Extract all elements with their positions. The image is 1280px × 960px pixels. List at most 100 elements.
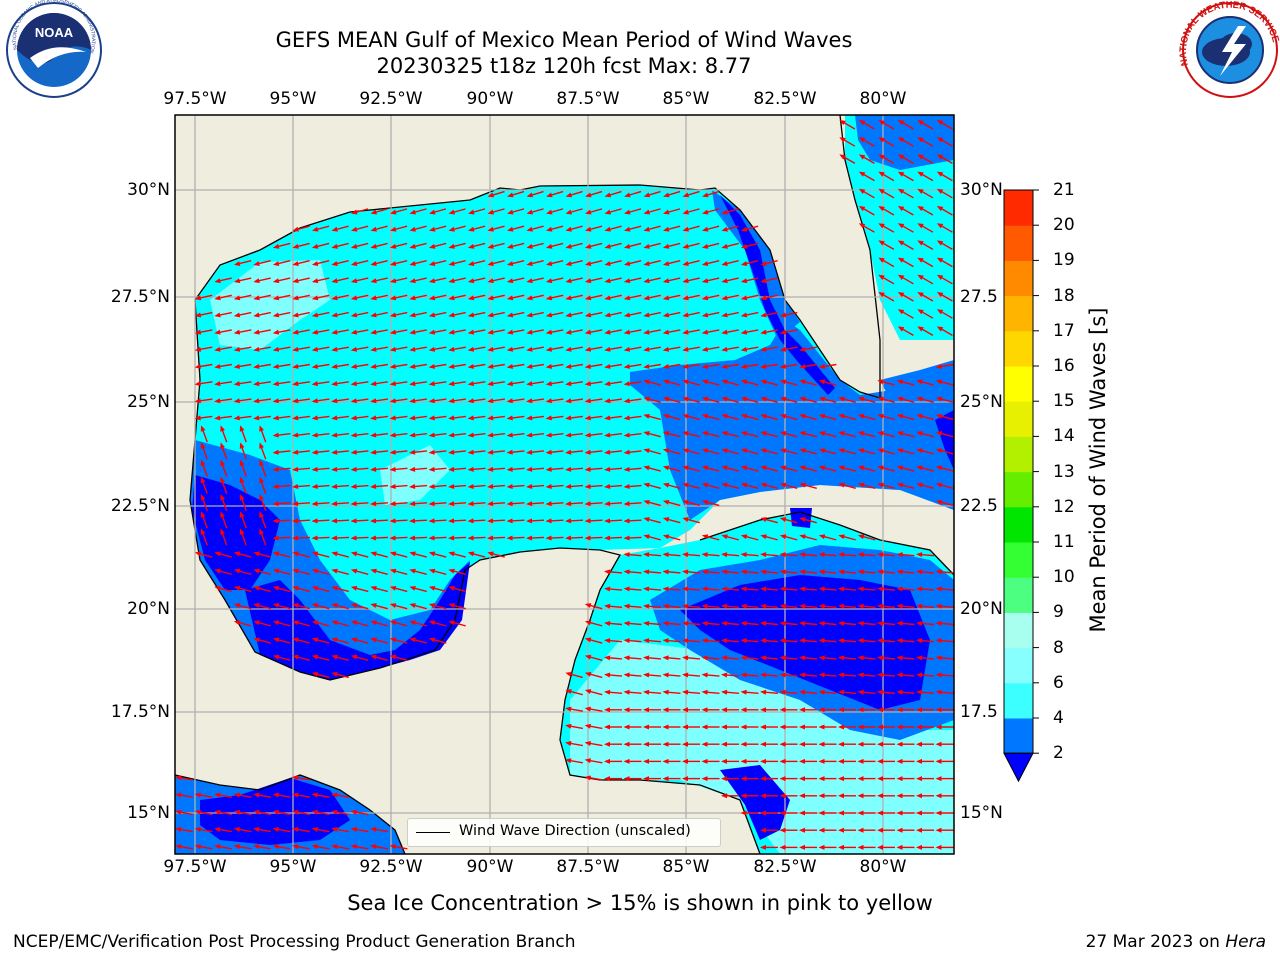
wave-arrow-head	[917, 274, 924, 280]
wave-arrow-head	[623, 501, 630, 507]
wave-arrow-head	[721, 346, 728, 352]
wave-arrow-head	[506, 398, 513, 404]
wave-arrow-head	[409, 449, 416, 455]
wave-arrow-head	[565, 501, 572, 507]
wave-arrow-head	[239, 442, 245, 449]
colorbar-segment	[1004, 260, 1033, 297]
wave-arrow-head	[428, 620, 436, 626]
wave-arrow-head	[917, 206, 924, 212]
wave-arrow-head	[779, 810, 786, 816]
wave-arrow-head	[857, 689, 864, 695]
wave-arrow-head	[253, 346, 260, 352]
wave-arrow-head	[389, 585, 397, 591]
wave-arrow-head	[760, 689, 767, 695]
wave-arrow-head	[935, 758, 942, 764]
wave-arrow-head	[935, 707, 942, 713]
wave-arrow-head	[799, 758, 805, 764]
wave-arrow-head	[370, 484, 377, 490]
wave-arrow-head	[917, 292, 924, 298]
wave-arrow-head	[253, 329, 260, 335]
wave-arrow-head	[897, 206, 905, 212]
wave-arrow-head	[370, 568, 377, 574]
wave-arrow-head	[838, 534, 845, 540]
colorbar-segment	[1004, 225, 1033, 261]
wave-arrow-head	[214, 585, 221, 591]
wave-arrow-head	[428, 432, 435, 438]
wave-arrow-head	[838, 603, 845, 609]
wave-arrow-head	[233, 415, 240, 421]
wave-arrow-head	[897, 223, 905, 229]
lon-label-top: 92.5°W	[359, 89, 423, 109]
wave-arrow-head	[721, 226, 728, 232]
wave-arrow-head	[662, 431, 670, 436]
wave-arrow-head	[409, 295, 416, 301]
wave-arrow-head	[701, 465, 709, 471]
wave-arrow-head	[779, 793, 786, 799]
wave-arrow-head	[428, 568, 436, 574]
wave-arrow-head	[292, 261, 299, 266]
wave-arrow-head	[350, 329, 358, 335]
wave-arrow-head	[701, 707, 708, 713]
wave-arrow-head	[507, 192, 514, 198]
wave-arrow-head	[200, 425, 206, 432]
wave-arrow-head	[292, 844, 299, 850]
wave-arrow-head	[878, 206, 885, 212]
wave-arrow-head	[740, 482, 748, 488]
wave-arrow-head	[623, 398, 630, 404]
wave-arrow-head	[239, 494, 245, 501]
wave-arrow-head	[721, 569, 728, 575]
wave-arrow-head	[916, 844, 922, 850]
wave-arrow-head	[311, 312, 319, 318]
wave-arrow-head	[682, 655, 689, 661]
wave-arrow-head	[877, 396, 884, 402]
wave-arrow-head	[390, 209, 397, 215]
wave-arrow-head	[818, 844, 825, 850]
wave-arrow-head	[545, 449, 552, 455]
wave-arrow-head	[604, 655, 611, 661]
wave-arrow-head	[721, 620, 728, 626]
wave-arrow-head	[487, 346, 494, 352]
wave-arrow-head	[916, 793, 922, 799]
wave-arrow-head	[272, 620, 280, 626]
wave-arrow-head	[935, 638, 942, 644]
wave-arrow-head	[779, 329, 787, 335]
wave-arrow-head	[468, 209, 475, 215]
colorbar-tick-label: 19	[1053, 250, 1075, 271]
wave-arrow-head	[760, 603, 767, 609]
wave-arrow-head	[721, 413, 728, 419]
wave-arrow-head	[701, 655, 708, 661]
wave-arrow-head	[779, 379, 787, 385]
wave-arrow-head	[259, 425, 264, 432]
wave-arrow-head	[623, 586, 630, 592]
wave-arrow-head	[272, 295, 280, 301]
lat-label-left: 20°N	[127, 599, 170, 619]
wave-arrow-head	[467, 432, 474, 438]
wave-arrow-head	[292, 415, 299, 421]
wave-arrow-head	[623, 312, 631, 318]
wave-arrow-head	[370, 381, 377, 387]
wave-arrow-head	[448, 518, 455, 524]
wave-arrow-head	[838, 586, 845, 592]
wave-arrow-head	[584, 689, 592, 694]
wave-arrow-head	[799, 655, 806, 661]
wave-arrow-head	[662, 396, 670, 402]
wave-arrow-head	[623, 261, 631, 266]
wave-arrow-head	[857, 638, 864, 644]
wave-arrow-head	[253, 398, 260, 404]
wave-arrow-head	[896, 552, 903, 558]
wave-arrow-head	[604, 466, 611, 472]
wave-arrow-head	[331, 261, 338, 266]
wave-arrow-head	[292, 551, 299, 557]
wave-arrow-head	[292, 346, 299, 352]
wave-arrow-head	[917, 137, 924, 143]
wave-arrow-head	[292, 535, 299, 541]
wave-arrow-head	[194, 381, 201, 387]
lat-label-left: 30°N	[127, 180, 170, 200]
wave-arrow-head	[272, 466, 279, 472]
wave-arrow-head	[253, 585, 260, 591]
wave-arrow-head	[896, 603, 903, 609]
wave-arrow-head	[682, 431, 689, 436]
wave-arrow-head	[623, 741, 630, 747]
wave-arrow-head	[194, 346, 202, 352]
wave-arrow-head	[740, 569, 747, 575]
